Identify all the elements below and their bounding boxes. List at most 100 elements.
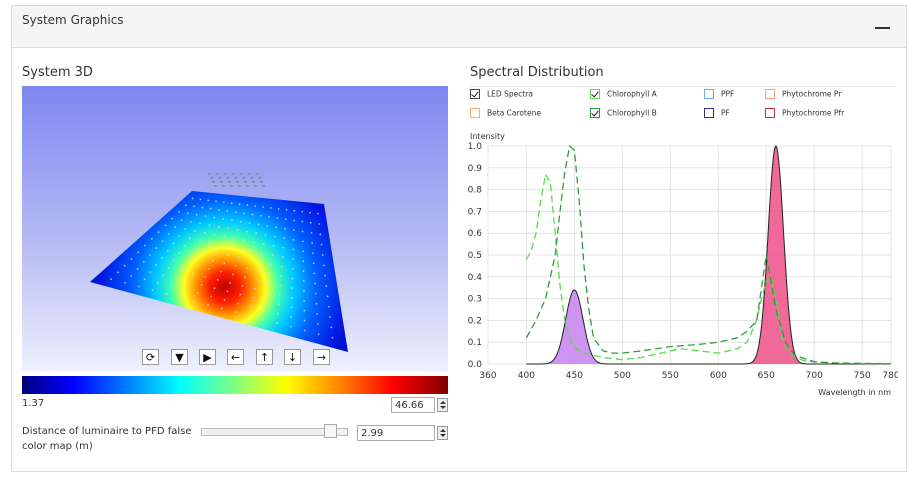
sensor-point bbox=[327, 305, 330, 308]
colorbar-max-spinner-icon[interactable] bbox=[437, 398, 448, 412]
led-peak-fill bbox=[543, 289, 606, 364]
sensor-point bbox=[143, 278, 146, 281]
luminaire-marker bbox=[222, 185, 225, 187]
sensor-point bbox=[303, 319, 306, 322]
legend-label: LED Spectra bbox=[487, 89, 533, 99]
sensor-point bbox=[174, 226, 177, 229]
sensor-point bbox=[291, 277, 294, 280]
sensor-point bbox=[142, 261, 145, 263]
triangle-right-icon: ▶ bbox=[203, 350, 212, 364]
sensor-point bbox=[136, 268, 139, 270]
pan-right-button[interactable]: → bbox=[313, 349, 330, 365]
pan-down-button[interactable]: ↓ bbox=[284, 349, 301, 365]
distance-input[interactable] bbox=[357, 425, 435, 441]
sensor-point bbox=[189, 254, 192, 257]
sensor-point bbox=[330, 326, 333, 329]
legend-item-led-spectra[interactable]: LED Spectra bbox=[470, 89, 533, 99]
sensor-point bbox=[155, 264, 158, 266]
checkbox-icon[interactable] bbox=[704, 108, 714, 118]
series-chlorophyll-b bbox=[525, 144, 892, 365]
checkbox-icon[interactable] bbox=[765, 89, 775, 99]
legend-item-chlorophyll-b[interactable]: Chlorophyll B bbox=[590, 108, 657, 118]
sensor-point bbox=[157, 281, 159, 284]
luminaire-marker bbox=[250, 177, 253, 179]
sensor-point bbox=[243, 239, 245, 242]
sensor-point bbox=[312, 262, 315, 265]
legend-item-phytochrome-pr[interactable]: Phytochrome Pr bbox=[765, 89, 841, 99]
sensor-point bbox=[243, 276, 246, 278]
luminaire-marker bbox=[232, 173, 235, 175]
legend-item-beta-carotene[interactable]: Beta Carotene bbox=[470, 108, 541, 118]
sensor-point bbox=[325, 285, 328, 287]
sensor-point bbox=[246, 267, 248, 270]
distance-spinner-icon[interactable] bbox=[437, 426, 448, 440]
luminaire-marker bbox=[256, 173, 259, 175]
sensor-point bbox=[262, 242, 265, 245]
sensor-point bbox=[204, 275, 207, 278]
sensor-point bbox=[223, 235, 226, 238]
sensor-point bbox=[246, 204, 249, 206]
checkbox-checked-icon[interactable] bbox=[470, 89, 480, 99]
sensor-point bbox=[268, 216, 270, 218]
sensor-point bbox=[239, 293, 242, 296]
sensor-point bbox=[278, 293, 281, 296]
sensor-point bbox=[186, 212, 189, 215]
luminaire-marker bbox=[238, 185, 241, 187]
sensor-point bbox=[223, 262, 226, 265]
y-tick-label: 0.4 bbox=[468, 273, 483, 283]
sensor-point bbox=[226, 290, 229, 293]
sensor-point bbox=[168, 233, 170, 236]
sensor-point bbox=[253, 241, 255, 243]
checkbox-icon[interactable] bbox=[470, 108, 480, 118]
sensor-point bbox=[184, 262, 187, 265]
sensor-point bbox=[290, 325, 292, 328]
y-tick-label: 0.8 bbox=[468, 186, 483, 196]
sensor-point bbox=[205, 249, 207, 252]
legend-item-ppf[interactable]: PPF bbox=[704, 89, 734, 99]
sensor-point bbox=[267, 281, 270, 284]
sensor-point bbox=[257, 223, 260, 226]
checkbox-checked-icon[interactable] bbox=[590, 108, 600, 118]
x-tick-label: 600 bbox=[710, 371, 727, 381]
distance-slider-handle[interactable] bbox=[324, 424, 338, 438]
reset-view-button[interactable]: ⟳ bbox=[142, 349, 159, 365]
legend-item-phytochrome-pfr[interactable]: Phytochrome Pfr bbox=[765, 108, 844, 118]
tilt-down-button[interactable]: ▼ bbox=[171, 349, 188, 365]
sensor-point bbox=[209, 241, 212, 244]
sensor-point bbox=[196, 265, 199, 267]
sensor-point bbox=[251, 213, 254, 216]
checkbox-checked-icon[interactable] bbox=[590, 89, 600, 99]
sensor-point bbox=[124, 281, 126, 284]
distance-slider[interactable] bbox=[201, 428, 348, 436]
system-3d-view[interactable] bbox=[22, 86, 448, 371]
luminaire-marker bbox=[254, 185, 257, 187]
y-tick-label: 0.1 bbox=[468, 338, 482, 348]
x-tick-label: 500 bbox=[614, 371, 631, 381]
sensor-point bbox=[293, 219, 295, 222]
pan-up-button[interactable]: ↑ bbox=[256, 349, 273, 365]
sensor-point bbox=[213, 233, 216, 236]
minus-icon[interactable] bbox=[874, 14, 892, 36]
sensor-point bbox=[144, 244, 146, 247]
legend-item-pf[interactable]: PF bbox=[704, 108, 730, 118]
y-axis-label: Intensity bbox=[470, 132, 505, 141]
y-tick-label: 1.0 bbox=[468, 142, 483, 152]
pan-left-button[interactable]: ← bbox=[227, 349, 244, 365]
x-tick-label: 750 bbox=[854, 371, 871, 381]
arrow-up-icon: ↑ bbox=[259, 350, 270, 364]
sensor-point bbox=[319, 233, 322, 236]
checkbox-icon[interactable] bbox=[765, 108, 775, 118]
x-tick-label: 360 bbox=[479, 371, 496, 381]
rotate-right-button[interactable]: ▶ bbox=[199, 349, 216, 365]
legend-item-chlorophyll-a[interactable]: Chlorophyll A bbox=[590, 89, 657, 99]
sensor-point bbox=[248, 314, 251, 317]
colorbar-min-label: 1.37 bbox=[22, 398, 45, 409]
checkbox-icon[interactable] bbox=[704, 89, 714, 99]
colorbar-max-input[interactable] bbox=[391, 397, 435, 413]
sensor-point bbox=[259, 214, 262, 217]
sensor-point bbox=[219, 243, 222, 246]
sensor-point bbox=[303, 309, 306, 312]
sensor-point bbox=[155, 247, 158, 249]
sensor-point bbox=[264, 300, 267, 302]
sensor-point bbox=[277, 312, 279, 315]
